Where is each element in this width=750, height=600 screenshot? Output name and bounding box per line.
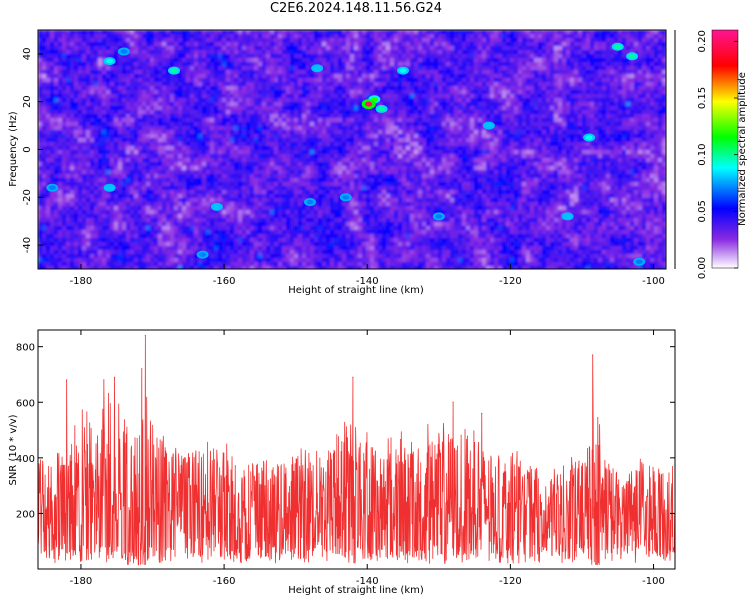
spectrogram-y-tick-label: 0	[22, 146, 33, 152]
snr-x-tick-label: -140	[356, 576, 379, 587]
colorbar-label: Normalized spectral amplitude	[737, 72, 748, 226]
snr-peak-point	[144, 334, 146, 337]
snr-y-axis-label: SNR (10 * v/v)	[8, 414, 19, 485]
snr-y-tick-label: 200	[16, 509, 35, 520]
snr-peak-point	[66, 379, 68, 381]
spectrogram-panel: -180 -160 -140 -120 -100 -40 -20 0 20 40 Height …	[8, 29, 676, 296]
spectrogram-hot-spot-core	[48, 185, 56, 190]
spectrogram-hot-spot-core	[213, 204, 221, 210]
snr-peak-point	[452, 401, 454, 403]
snr-frame	[37, 329, 676, 570]
colorbar-tick-label: 0.20	[697, 30, 708, 52]
spectrogram-hot-spot-core	[635, 259, 643, 265]
spectrogram-hot-spot-core	[564, 214, 572, 219]
spectrogram-x-tick-label: -160	[213, 276, 236, 287]
snr-y-ticks: 200 400 600 800	[16, 343, 675, 520]
spectrogram-y-ticks: -40 -20 0 20 40	[22, 48, 43, 253]
snr-x-tick-label: -100	[642, 576, 665, 587]
spectrogram-peak	[365, 101, 373, 107]
snr-x-tick-label: -120	[499, 576, 522, 587]
spectrogram-hot-spot-core	[306, 199, 314, 205]
spectrogram-hot-spot-core	[628, 54, 636, 59]
spectrogram-hot-spot-core	[485, 123, 493, 128]
colorbar-tick-label: 0.05	[697, 200, 708, 222]
colorbar: 0.00 0.05 0.10 0.15 0.20 Normalized spectral…	[697, 29, 748, 279]
snr-panel: -180 -160 -140 -120 -100 200 400 600 800 Height…	[8, 329, 676, 596]
spectrogram-hot-spot-core	[170, 68, 178, 73]
spectrogram-hot-spot-core	[106, 58, 114, 64]
snr-peak-point	[592, 354, 594, 356]
snr-peak-point	[352, 376, 354, 378]
snr-y-tick-label: 400	[16, 454, 35, 465]
spectrogram-hot-spot-core	[585, 135, 593, 140]
spectrogram-x-ticks: -180 -160 -140 -120 -100	[70, 264, 665, 287]
colorbar-tick-label: 0.00	[697, 257, 708, 279]
colorbar-tick-label: 0.15	[697, 87, 708, 109]
spectrogram-hot-spot-core	[399, 68, 407, 73]
snr-peak-point	[141, 368, 143, 370]
spectrogram-x-axis-label: Height of straight line (km)	[288, 285, 424, 296]
snr-x-axis-label: Height of straight line (km)	[288, 585, 424, 596]
colorbar-ticks: 0.00 0.05 0.10 0.15 0.20	[697, 30, 738, 279]
spectrogram-x-tick-label: -100	[642, 276, 665, 287]
spectrogram-hot-spot-core	[313, 66, 321, 71]
spectrogram-y-tick-label: 40	[22, 48, 33, 61]
snr-peak-point	[113, 376, 116, 378]
spectrogram-y-tick-label: 20	[22, 95, 33, 108]
spectrogram-hot-spot-core	[199, 252, 207, 257]
spectrogram-x-tick-label: -140	[356, 276, 379, 287]
spectrogram-hot-spot-core	[614, 44, 622, 49]
colorbar-gradient	[711, 29, 739, 269]
snr-x-tick-label: -180	[70, 576, 93, 587]
spectrogram-hot-spot-core	[435, 214, 443, 219]
snr-series-line	[38, 335, 675, 566]
spectrogram-y-tick-label: -20	[22, 189, 33, 205]
spectrogram-y-tick-label: -40	[22, 237, 33, 253]
snr-trace	[38, 334, 675, 566]
spectrogram-hot-spot-core	[378, 106, 386, 112]
colorbar-tick-label: 0.10	[697, 144, 708, 166]
spectrogram-x-tick-label: -120	[499, 276, 522, 287]
snr-x-ticks: -180 -160 -140 -120 -100	[70, 330, 665, 587]
snr-x-tick-label: -160	[213, 576, 236, 587]
spectrogram-hot-spot-core	[342, 195, 350, 200]
spectrogram-image	[38, 30, 666, 269]
snr-y-tick-label: 800	[16, 343, 35, 354]
spectrogram-y-axis-label: Frequency (Hz)	[8, 111, 19, 187]
chart-title: C2E6.2024.148.11.56.G24	[269, 1, 443, 16]
snr-y-tick-label: 600	[16, 398, 35, 409]
spectrogram-hot-spot-core	[120, 49, 128, 54]
snr-peak-point	[103, 379, 105, 381]
spectrogram-x-tick-label: -180	[70, 276, 93, 287]
spectrogram-hot-spot-core	[106, 185, 114, 190]
snr-peak-point	[481, 412, 483, 414]
